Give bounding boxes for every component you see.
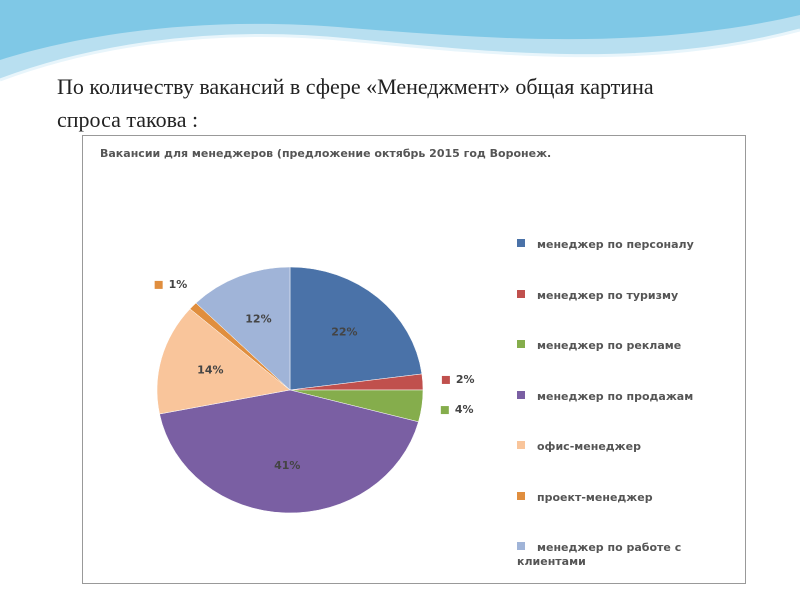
- chart-frame: [82, 135, 746, 584]
- legend-label: проект-менеджер: [537, 490, 653, 504]
- legend-entry: менеджер по персоналу: [517, 238, 697, 252]
- pie-slice: [195, 266, 291, 391]
- legend-entry: менеджер по продажам: [517, 390, 697, 404]
- legend-entry: офис-менеджер: [517, 440, 697, 454]
- label-marker: [154, 280, 163, 289]
- legend-swatch: [517, 491, 525, 500]
- legend-label: менеджер по персоналу: [537, 238, 694, 251]
- legend-entry: проект-менеджер: [517, 491, 697, 505]
- label-marker: [441, 375, 450, 384]
- legend-swatch: [517, 340, 525, 348]
- pie-slice: [289, 266, 423, 391]
- legend-label: менеджер по туризму: [537, 288, 679, 302]
- heading: По количеству вакансий в сфере «Менеджме…: [57, 74, 654, 132]
- pie-slice: [156, 308, 291, 415]
- legend-label: менеджер по рекламе: [537, 339, 682, 352]
- legend-swatch: [517, 441, 525, 449]
- legend-label: менеджер по работе с клиентами: [517, 541, 682, 568]
- label-marker: [440, 406, 449, 415]
- wave: [0, 0, 800, 60]
- data-label: 12%: [245, 313, 271, 326]
- legend-entry: менеджер по рекламе: [517, 339, 697, 353]
- legend-swatch: [517, 390, 525, 399]
- legend-swatch: [517, 289, 525, 298]
- legend-entry: менеджер по работе с клиентами: [517, 541, 697, 569]
- data-label: 14%: [197, 363, 223, 376]
- legend-entry: менеджер по туризму: [517, 289, 697, 303]
- pie-slice: [159, 389, 419, 514]
- wave-line: [0, 28, 800, 82]
- legend-label: офис-менеджер: [537, 440, 641, 453]
- legend-label: менеджер по продажам: [537, 389, 694, 403]
- legend-swatch: [517, 239, 525, 247]
- data-label: 41%: [274, 459, 300, 472]
- data-label: 4%: [455, 403, 474, 416]
- legend-swatch: [517, 542, 525, 550]
- chart-title: Вакансии для менеджеров (предложение окт…: [100, 147, 552, 160]
- data-label: 1%: [169, 278, 188, 291]
- data-label: 22%: [331, 326, 357, 339]
- data-label: 2%: [456, 373, 475, 386]
